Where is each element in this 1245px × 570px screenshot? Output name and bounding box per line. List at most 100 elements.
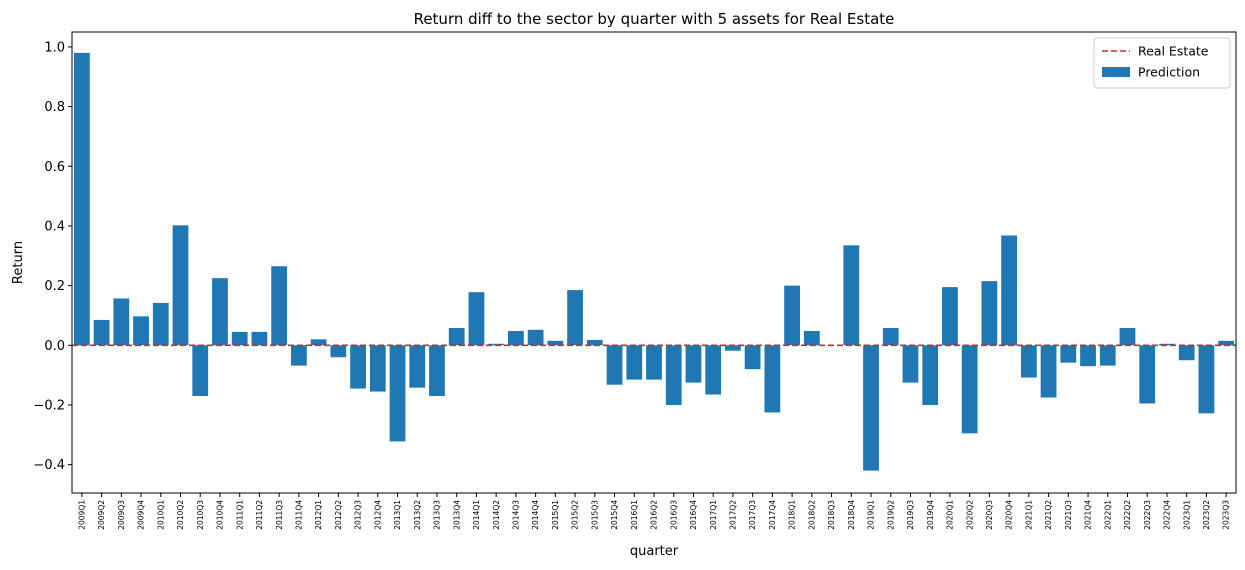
bar-2011Q3 <box>271 266 288 346</box>
y-tick-label: 0.8 <box>44 100 65 115</box>
x-tick-label: 2019Q1 <box>867 500 876 530</box>
x-tick-label: 2012Q4 <box>373 500 382 530</box>
bar-2017Q1 <box>705 345 722 395</box>
bar-2021Q4 <box>1080 345 1096 367</box>
bar-2009Q3 <box>113 298 130 346</box>
x-tick-label: 2018Q4 <box>847 500 856 530</box>
y-axis-label: Return <box>11 241 26 284</box>
bar-2013Q2 <box>409 345 426 388</box>
bar-2021Q1 <box>1020 345 1037 378</box>
bar-2023Q1 <box>1178 345 1195 361</box>
bar-2017Q3 <box>744 345 761 370</box>
bar-2019Q2 <box>882 327 899 346</box>
legend: Real Estate Prediction <box>1093 37 1231 89</box>
bar-2022Q1 <box>1099 345 1116 366</box>
bar-2022Q2 <box>1119 327 1136 346</box>
x-tick-label: 2016Q4 <box>689 500 698 530</box>
x-tick-label: 2014Q2 <box>492 500 501 530</box>
x-tick-label: 2017Q4 <box>768 500 777 530</box>
x-tick-label: 2019Q4 <box>926 500 935 530</box>
bar-2023Q3 <box>1218 340 1235 346</box>
x-tick-label: 2011Q1 <box>235 500 244 530</box>
x-tick-label: 2020Q1 <box>946 500 955 530</box>
x-tick-label: 2021Q2 <box>1044 500 1053 530</box>
bar-2009Q4 <box>133 316 149 346</box>
x-tick-label: 2012Q3 <box>354 500 363 530</box>
y-tick-label: 0.2 <box>44 279 65 294</box>
bar-2010Q4 <box>212 278 228 346</box>
bar-2020Q4 <box>1001 235 1018 346</box>
bar-2012Q1 <box>310 339 327 346</box>
bar-2009Q2 <box>93 319 110 346</box>
y-tick-label: 0.0 <box>44 339 65 354</box>
x-tick-label: 2013Q1 <box>393 500 402 530</box>
x-tick-label: 2011Q2 <box>255 500 264 530</box>
x-axis: 2009Q1 2009Q2 2009Q3 2009Q4 2010Q1 2010Q2 2010… <box>77 493 1231 530</box>
x-axis-label: quarter <box>630 544 679 559</box>
x-tick-label: 2015Q2 <box>571 500 580 530</box>
x-tick-label: 2021Q1 <box>1024 500 1033 530</box>
bar-2018Q1 <box>784 285 800 346</box>
x-tick-label: 2021Q3 <box>1064 500 1073 530</box>
x-tick-label: 2010Q3 <box>196 500 205 530</box>
bar-2016Q3 <box>665 345 682 405</box>
y-tick-label: 1.0 <box>44 40 65 55</box>
x-tick-label: 2020Q2 <box>965 500 974 530</box>
x-tick-label: 2017Q2 <box>729 500 738 530</box>
x-tick-label: 2011Q3 <box>275 500 284 530</box>
bar-2015Q4 <box>606 345 623 385</box>
x-tick-label: 2015Q1 <box>551 500 560 530</box>
x-tick-label: 2009Q4 <box>137 500 146 530</box>
bar-2015Q1 <box>547 340 564 346</box>
x-tick-label: 2009Q2 <box>97 500 106 530</box>
x-tick-label: 2020Q3 <box>985 500 994 530</box>
x-tick-label: 2022Q3 <box>1143 500 1152 530</box>
x-tick-label: 2009Q3 <box>117 500 126 530</box>
x-tick-label: 2013Q3 <box>433 500 442 530</box>
bar-2020Q3 <box>981 281 998 346</box>
bar-2019Q3 <box>902 345 919 383</box>
bar-2013Q4 <box>448 327 465 346</box>
bar-2015Q3 <box>586 339 603 346</box>
bar-2021Q2 <box>1040 345 1057 398</box>
x-tick-label: 2018Q2 <box>807 500 816 530</box>
bar-2023Q2 <box>1198 345 1215 414</box>
bar-2011Q1 <box>231 331 248 346</box>
bar-2018Q4 <box>843 245 860 346</box>
x-tick-label: 2010Q4 <box>216 500 225 530</box>
bar-2010Q1 <box>152 302 169 346</box>
bar-2020Q2 <box>961 345 978 434</box>
bar-2015Q2 <box>567 290 583 346</box>
x-tick-label: 2013Q4 <box>452 500 461 530</box>
x-tick-label: 2023Q3 <box>1222 500 1231 530</box>
bar-2016Q4 <box>685 345 702 383</box>
x-tick-label: 2012Q2 <box>334 500 343 530</box>
legend-label-real-estate: Real Estate <box>1138 44 1209 59</box>
legend-label-prediction: Prediction <box>1138 65 1200 80</box>
bar-2011Q4 <box>290 345 307 366</box>
x-tick-label: 2012Q1 <box>314 500 323 530</box>
bar-2014Q1 <box>468 292 485 346</box>
bar-2013Q1 <box>389 345 406 442</box>
x-tick-label: 2015Q3 <box>590 500 599 530</box>
y-tick-label: 0.6 <box>44 160 65 175</box>
bar-2010Q2 <box>172 225 189 346</box>
x-tick-label: 2023Q2 <box>1202 500 1211 530</box>
x-tick-label: 2021Q4 <box>1084 500 1093 530</box>
x-tick-label: 2022Q1 <box>1103 500 1112 530</box>
bar-2012Q4 <box>369 345 386 392</box>
bar-2012Q2 <box>330 345 347 358</box>
legend-swatch-prediction <box>1102 67 1130 77</box>
bar-2017Q2 <box>725 345 741 351</box>
bar-2019Q1 <box>863 345 879 471</box>
x-tick-label: 2010Q1 <box>156 500 165 530</box>
x-tick-label: 2014Q1 <box>472 500 481 530</box>
x-tick-label: 2009Q1 <box>77 500 86 530</box>
x-tick-label: 2014Q4 <box>531 500 540 530</box>
x-tick-label: 2017Q3 <box>748 500 757 530</box>
bar-2013Q3 <box>429 345 445 397</box>
x-tick-label: 2016Q3 <box>669 500 678 530</box>
bar-2016Q2 <box>646 345 662 380</box>
bar-2017Q4 <box>764 345 781 413</box>
x-tick-label: 2022Q4 <box>1163 500 1172 530</box>
